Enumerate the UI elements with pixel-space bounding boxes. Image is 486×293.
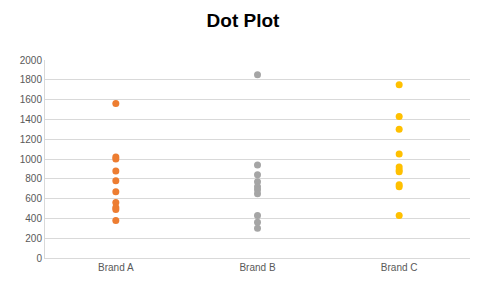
svg-text:1000: 1000: [20, 154, 43, 165]
svg-text:Brand B: Brand B: [239, 262, 275, 273]
svg-text:Brand C: Brand C: [381, 262, 418, 273]
svg-text:1800: 1800: [20, 74, 43, 85]
svg-text:200: 200: [25, 233, 42, 244]
svg-text:2000: 2000: [20, 55, 43, 66]
svg-text:800: 800: [25, 173, 42, 184]
svg-text:1400: 1400: [20, 114, 43, 125]
svg-text:600: 600: [25, 193, 42, 204]
svg-text:400: 400: [25, 213, 42, 224]
svg-text:1200: 1200: [20, 134, 43, 145]
svg-text:Brand A: Brand A: [98, 262, 134, 273]
svg-text:Dot Plot: Dot Plot: [207, 10, 280, 31]
svg-text:0: 0: [36, 253, 42, 264]
svg-text:1600: 1600: [20, 94, 43, 105]
